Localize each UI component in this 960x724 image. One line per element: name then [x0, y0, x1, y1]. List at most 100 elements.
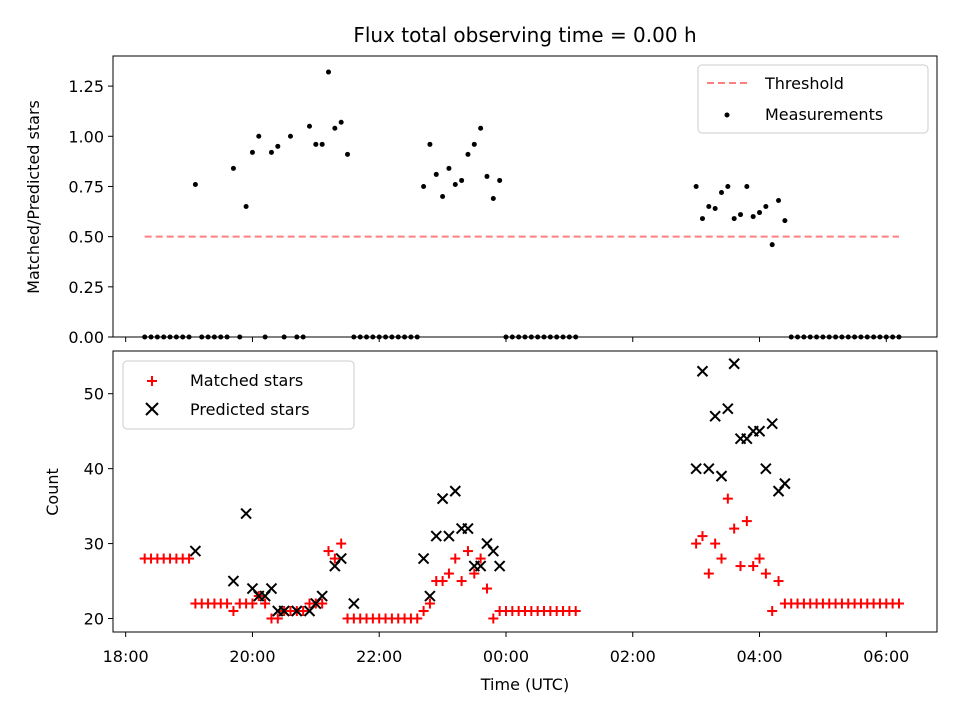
bottom-axis-ticks: 20 30 40 50 18:00 20:00 22:00 00:00 02:00 04:00 06… [84, 385, 910, 666]
bottom-ylabel: Count [43, 468, 62, 516]
measurement-point [769, 242, 775, 248]
measurement-point [718, 189, 724, 195]
matched-point [475, 553, 486, 564]
measurement-point [465, 151, 471, 157]
legend-predicted-label: Predicted stars [190, 400, 310, 419]
predicted-point [709, 410, 721, 422]
matched-point [260, 598, 271, 609]
matched-point [336, 538, 347, 549]
matched-point [697, 531, 708, 542]
matched-point [710, 538, 721, 549]
bottom-xtick-label: 02:00 [610, 647, 656, 666]
bottom-axes-frame [112, 350, 938, 633]
legend-predicted-swatch [145, 402, 159, 416]
measurement-point [782, 218, 788, 224]
matched-point [748, 561, 759, 572]
legend-matched-swatch [147, 376, 157, 386]
bottom-xtick-label: 00:00 [483, 647, 529, 666]
top-ytick-label: 0.50 [68, 228, 104, 247]
matched-point [469, 568, 480, 579]
matched-point [722, 493, 733, 504]
matched-point [247, 598, 258, 609]
bottom-legend-box [122, 360, 355, 430]
predicted-point [278, 605, 290, 617]
matched-point [754, 553, 765, 564]
measurement-point [446, 165, 452, 171]
measurement-point [326, 69, 332, 75]
measurement-point [306, 123, 312, 129]
measurement-point [332, 125, 338, 131]
measurement-point [230, 165, 236, 171]
measurement-point [338, 119, 344, 125]
top-panel: Flux total observing time = 0.00 h Match… [24, 23, 938, 347]
bottom-ytick-label: 40 [84, 460, 104, 479]
measurement-point [776, 198, 782, 204]
predicted-point [760, 462, 772, 475]
predicted-point [779, 477, 791, 490]
matched-point [329, 553, 340, 564]
measurement-point [712, 206, 718, 212]
measurement-point [192, 181, 198, 187]
top-ytick-label: 0.75 [68, 177, 104, 196]
predicted-point [240, 507, 252, 520]
measurement-point [763, 204, 769, 210]
measurement-point [275, 143, 281, 149]
measurement-point [750, 214, 756, 220]
matched-point [317, 598, 328, 609]
matched-point [184, 553, 195, 564]
predicted-point [424, 590, 436, 602]
matched-point [418, 606, 429, 617]
predicted-point [690, 462, 702, 475]
bottom-legend: Matched stars Predicted stars [122, 360, 355, 430]
matched-point [443, 568, 454, 579]
measurement-point [471, 141, 477, 147]
legend-threshold-label: Threshold [764, 74, 844, 93]
predicted-point [753, 425, 766, 437]
measurement-point [287, 133, 293, 139]
predicted-point [766, 417, 778, 430]
matched-point [893, 598, 904, 609]
matched-point [735, 561, 746, 572]
bottom-ytick-label: 50 [84, 385, 104, 404]
top-ylabel: Matched/Predicted stars [24, 100, 43, 294]
measurement-point [421, 183, 427, 189]
top-ytick-label: 0.00 [68, 328, 104, 347]
predicted-point [189, 545, 202, 557]
bottom-ytick-label: 30 [84, 535, 104, 554]
predicted-point [493, 560, 506, 572]
predicted-point [335, 552, 347, 565]
matched-point [760, 568, 771, 579]
measurement-point [427, 141, 433, 147]
measurement-point [256, 133, 262, 139]
predicted-point [715, 470, 728, 482]
measurement-point [706, 204, 712, 210]
bottom-xtick-label: 20:00 [229, 647, 275, 666]
measurement-point [440, 194, 446, 199]
top-axis-ticks: 0.00 0.25 0.50 0.75 1.00 1.25 [68, 77, 887, 347]
matched-point [456, 576, 467, 587]
measurement-point [313, 141, 319, 147]
matched-point [691, 538, 702, 549]
measurement-point [433, 171, 439, 177]
bottom-xtick-label: 04:00 [736, 647, 782, 666]
matched-point [481, 583, 492, 594]
legend-matched-label: Matched stars [190, 371, 303, 390]
matched-point [412, 613, 423, 624]
top-legend: Threshold Measurements [697, 64, 929, 134]
predicted-point [728, 358, 740, 370]
matched-point [450, 553, 461, 564]
measurement-point [725, 183, 731, 189]
matched-point [424, 598, 435, 609]
measurement-point [452, 181, 458, 187]
predicted-point [265, 582, 278, 595]
legend-measurements-label: Measurements [765, 105, 883, 124]
matched-point [773, 576, 784, 587]
top-axes-frame [112, 55, 938, 338]
measurement-point [484, 173, 490, 179]
predicted-point [227, 575, 240, 587]
predicted-point [417, 552, 430, 565]
measurement-point [243, 204, 249, 210]
measurement-point [319, 141, 325, 147]
matched-point [488, 613, 499, 624]
